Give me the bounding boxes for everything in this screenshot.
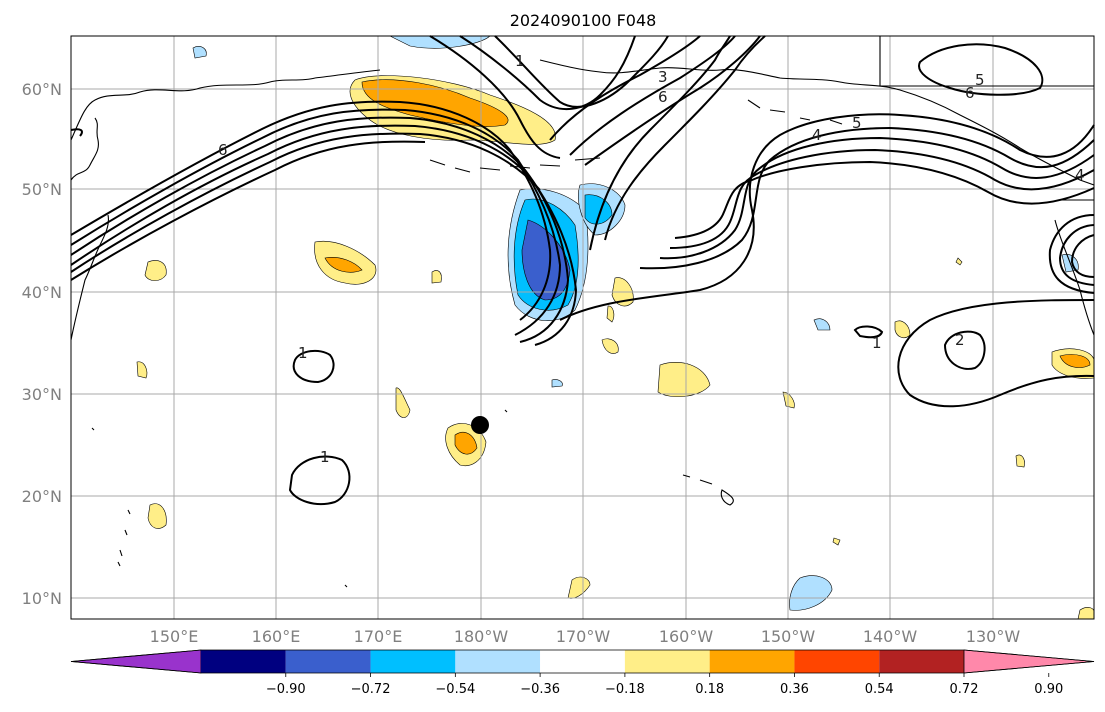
contour-label: 1	[298, 344, 308, 362]
contour-label: 1	[515, 52, 525, 70]
lon-label: 150°W	[761, 627, 816, 646]
lat-label: 40°N	[22, 283, 62, 302]
colorbar-tick-label: 0.18	[695, 682, 724, 697]
colorbar-extend-low	[70, 649, 202, 674]
colorbar-tick-label: −0.90	[266, 682, 306, 697]
colorbar-swatch	[455, 650, 541, 673]
lat-label: 10°N	[22, 589, 62, 608]
colorbar-tick-label: −0.36	[520, 682, 560, 697]
map-title: 2024090100 F048	[510, 11, 657, 30]
latitude-labels: 60°N 50°N 40°N 30°N 20°N 10°N	[22, 80, 62, 608]
lon-label: 160°W	[659, 627, 714, 646]
map-panel: 1 1 1 1 2 3 4 4 5 5 6 6 6	[70, 35, 1095, 620]
colorbar-tick-label: 0.72	[950, 682, 979, 697]
colorbar-swatch	[709, 650, 795, 673]
colorbar-swatch	[370, 650, 456, 673]
colorbar-tick-label: −0.72	[351, 682, 391, 697]
colorbar: −0.90 −0.72 −0.54 −0.36 −0.18 0.18 0.36 0.54 0.7…	[70, 649, 1095, 697]
colorbar-tick-label: −0.18	[605, 682, 645, 697]
contour-label: 1	[320, 448, 330, 466]
contour-label: 4	[1075, 166, 1085, 184]
lat-label: 60°N	[22, 80, 62, 99]
colorbar-swatch	[624, 650, 710, 673]
lon-label: 180°W	[454, 627, 509, 646]
colorbar-tick-label: −0.54	[435, 682, 475, 697]
contour-label: 2	[955, 331, 965, 349]
contour-labels: 1 1 1 1 2 3 4 4 5 5 6 6 6	[218, 52, 1085, 466]
colorbar-tick-label: 0.54	[865, 682, 894, 697]
coastlines	[70, 36, 1095, 588]
contour-label: 4	[812, 126, 822, 144]
colorbar-extend-high	[963, 649, 1095, 674]
contour-label: 3	[658, 68, 668, 86]
colorbar-swatch	[285, 650, 371, 673]
lat-label: 50°N	[22, 180, 62, 199]
colorbar-tick-label: 0.90	[1034, 682, 1063, 697]
colorbar-swatch	[201, 650, 286, 673]
graticule	[71, 36, 1094, 619]
colorbar-swatch	[794, 650, 880, 673]
contour-label: 6	[658, 88, 668, 106]
contour-label: 5	[852, 114, 862, 132]
colorbar-tick-label: 0.36	[780, 682, 809, 697]
lon-label: 160°E	[252, 627, 301, 646]
lat-label: 20°N	[22, 487, 62, 506]
lon-label: 130°W	[966, 627, 1021, 646]
contour-label: 6	[218, 141, 228, 159]
longitude-labels: 150°E 160°E 170°E 180°W 170°W 160°W 150°…	[150, 627, 1021, 646]
contour-lines	[70, 35, 1095, 506]
contour-label: 5	[975, 71, 985, 89]
lon-label: 170°E	[354, 627, 403, 646]
location-marker	[471, 416, 489, 434]
lat-label: 30°N	[22, 385, 62, 404]
lon-label: 150°E	[150, 627, 199, 646]
colorbar-swatch	[540, 650, 625, 673]
colorbar-swatch	[879, 650, 964, 673]
shaded-field	[136, 35, 1095, 620]
contour-label: 1	[872, 334, 882, 352]
lon-label: 140°W	[863, 627, 918, 646]
contour-label: 6	[965, 84, 975, 102]
lon-label: 170°W	[556, 627, 611, 646]
